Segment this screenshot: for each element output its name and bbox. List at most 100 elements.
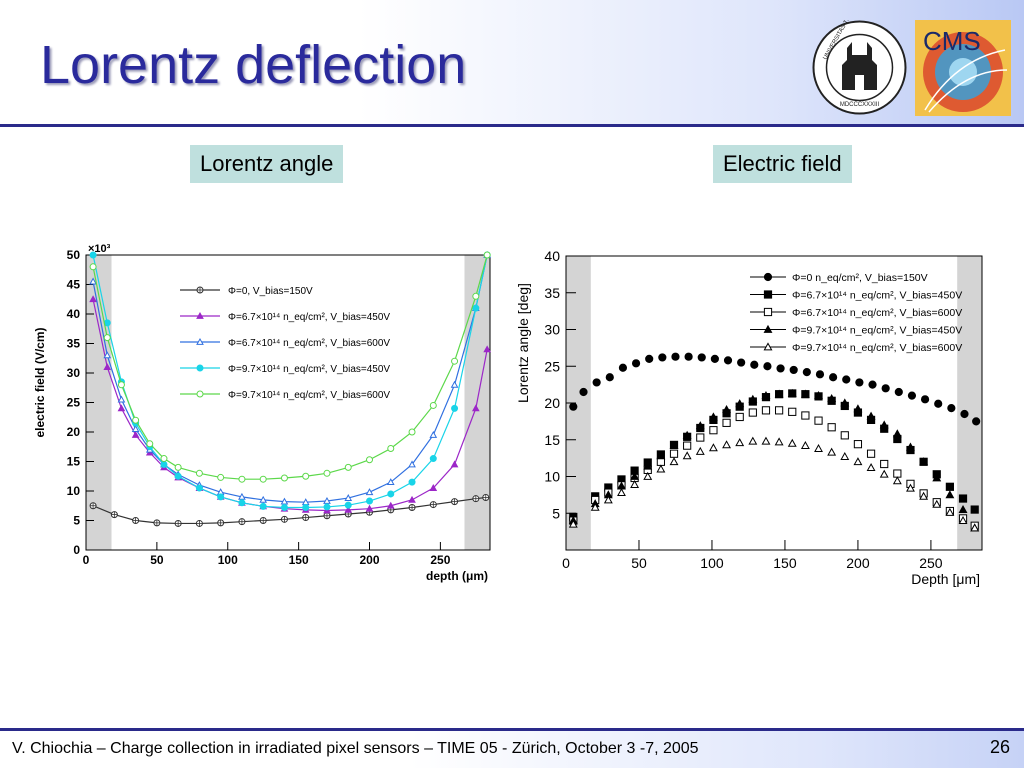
data-point [881,384,890,393]
data-point [146,440,154,448]
data-point [656,451,666,460]
university-seal-icon: MDCCCXXXIII UNIVERSITAS TURICENSIS [812,20,907,115]
data-point [735,438,745,447]
data-point [722,418,731,427]
series-line-4 [92,254,488,480]
data-point [429,484,438,491]
data-point [669,441,679,450]
data-point [840,431,849,440]
data-point [429,430,438,438]
x-tick-label: 250 [919,555,943,571]
data-point [868,380,877,389]
data-point [366,497,374,505]
data-point [483,345,492,353]
data-point [483,251,491,259]
y-tick-label: 10 [67,484,81,498]
data-point [814,391,823,400]
data-point [656,464,666,473]
series-4 [89,251,491,483]
data-point [893,469,902,478]
data-point [669,457,679,466]
data-point [748,394,758,403]
data-point [945,490,955,499]
data-point [814,443,823,452]
y-tick-label: 20 [544,395,560,411]
data-point [408,428,416,436]
data-point [259,502,267,510]
y-tick-label: 5 [552,505,560,521]
data-point [840,398,850,407]
data-point [386,478,395,486]
y-tick-label: 50 [67,248,81,262]
legend-marker [196,311,204,319]
data-point [708,443,718,452]
data-point [195,469,203,477]
data-point [920,395,930,404]
data-point [879,469,889,478]
data-point [866,463,876,472]
data-point [970,523,980,532]
data-point [801,411,810,420]
data-point [89,263,97,271]
electric-field-label: Electric field [713,145,852,183]
y-tick-label: 40 [67,307,81,321]
data-point [919,491,929,500]
footer-text: V. Chiochia – Charge collection in irrad… [12,740,699,757]
data-point [907,391,917,400]
data-point [855,378,864,387]
data-point [451,357,459,365]
x-axis-label: depth (μm) [426,569,488,583]
data-point [366,456,374,464]
data-point [89,277,97,285]
data-point [748,408,757,417]
data-point [840,452,850,461]
data-point [450,460,459,468]
data-point [945,482,954,491]
data-point [683,441,692,450]
y-tick-label: 40 [544,248,560,264]
data-point [892,429,902,438]
data-point [117,381,125,389]
data-point [605,373,614,382]
data-point [429,401,437,409]
data-point [774,437,784,446]
cms-text: CMS [923,26,981,56]
data-point [617,488,626,497]
legend-entry: Φ=9.7×10¹⁴ n_eq/cm², V_bias=600V [228,390,390,401]
data-point [89,251,97,259]
x-axis-label: Depth [μm] [911,571,980,587]
data-point [842,375,851,384]
lorentz-angle-label: Lorentz angle [190,145,344,183]
data-point [195,484,203,492]
data-point [827,423,836,432]
slide-title: Lorentz deflection [40,35,467,95]
data-point [735,399,745,408]
data-point [344,494,353,501]
data-point [723,356,733,365]
data-point [643,461,653,470]
y-tick-label: 15 [67,455,81,469]
legend-entry: Φ=6.7×10¹⁴ n_eq/cm², V_bias=450V [228,312,390,323]
data-point [776,364,785,373]
data-point [960,409,969,419]
data-point [160,460,168,468]
data-point [906,442,915,451]
data-point [695,446,705,455]
data-point [117,395,126,403]
data-point [802,368,811,377]
data-point [302,504,310,512]
y-axis-label: electric field (V/cm) [33,327,47,437]
data-point [387,445,395,453]
data-point [386,501,395,509]
data-point [408,460,416,468]
data-point [450,380,459,388]
legend-marker [196,364,204,372]
y-tick-label: 30 [67,366,81,380]
data-point [761,406,771,415]
page-number: 26 [989,737,1010,757]
data-point [709,426,718,435]
legend-marker [196,337,204,345]
data-point [697,353,706,362]
data-point [827,393,837,402]
